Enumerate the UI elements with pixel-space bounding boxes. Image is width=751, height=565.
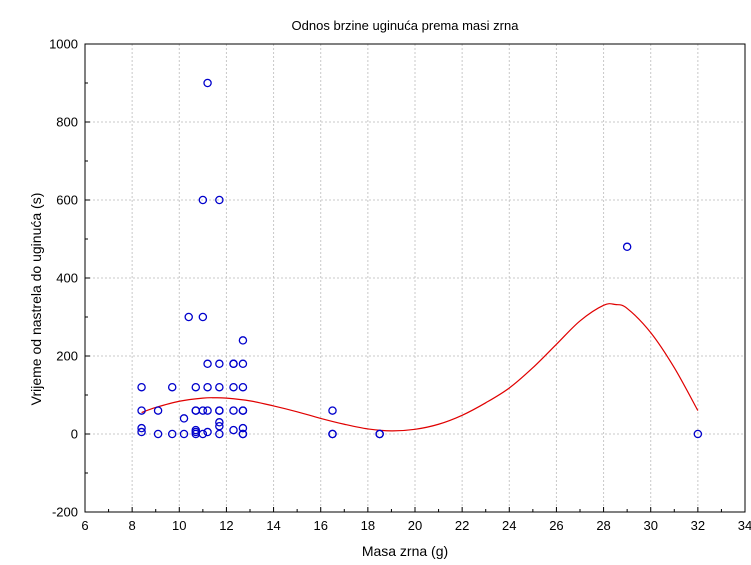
x-tick-label: 34 bbox=[738, 518, 751, 533]
data-point bbox=[215, 418, 224, 427]
data-point bbox=[203, 427, 212, 437]
data-point bbox=[229, 425, 238, 435]
x-tick-label: 16 bbox=[313, 518, 327, 533]
data-point bbox=[328, 406, 337, 415]
x-tick-label: 8 bbox=[129, 518, 136, 533]
x-tick-label: 32 bbox=[691, 518, 705, 533]
data-point bbox=[375, 429, 384, 439]
y-tick-label: 1000 bbox=[49, 37, 78, 52]
x-tick-label: 30 bbox=[643, 518, 657, 533]
data-point bbox=[215, 406, 224, 415]
data-point bbox=[229, 359, 238, 369]
data-point bbox=[167, 429, 177, 439]
data-point bbox=[328, 429, 337, 439]
data-point bbox=[191, 406, 201, 415]
data-point bbox=[238, 429, 248, 439]
x-tick-label: 26 bbox=[549, 518, 563, 533]
x-tick-label: 14 bbox=[266, 518, 280, 533]
y-tick-label: -200 bbox=[52, 505, 78, 520]
y-tick-label: 200 bbox=[56, 349, 78, 364]
x-tick-label: 28 bbox=[596, 518, 610, 533]
data-point bbox=[215, 359, 224, 369]
data-point bbox=[137, 382, 146, 392]
data-point bbox=[184, 312, 193, 322]
data-point bbox=[203, 382, 212, 392]
x-tick-label: 24 bbox=[502, 518, 516, 533]
y-tick-label: 0 bbox=[71, 427, 78, 442]
x-axis-label: Masa zrna (g) bbox=[362, 543, 448, 559]
chart-title: Odnos brzine uginuća prema masi zrna bbox=[292, 18, 520, 33]
data-point bbox=[238, 406, 248, 415]
data-point bbox=[215, 382, 224, 392]
data-point bbox=[203, 359, 212, 369]
data-point bbox=[137, 406, 146, 415]
data-point bbox=[215, 195, 224, 205]
y-tick-label: 600 bbox=[56, 193, 78, 208]
fit-curve bbox=[141, 303, 699, 432]
data-point bbox=[167, 382, 177, 392]
y-tick-label: 400 bbox=[56, 271, 78, 286]
x-tick-label: 18 bbox=[361, 518, 375, 533]
grid bbox=[85, 44, 745, 512]
data-point bbox=[203, 406, 212, 415]
data-point bbox=[229, 406, 238, 415]
data-point bbox=[153, 406, 163, 415]
x-tick-label: 12 bbox=[219, 518, 233, 533]
data-point bbox=[238, 423, 248, 433]
data-point bbox=[198, 195, 208, 205]
data-point bbox=[693, 429, 703, 439]
y-tick-label: 800 bbox=[56, 115, 78, 130]
data-point bbox=[198, 406, 208, 415]
data-point bbox=[137, 427, 146, 437]
y-axis: -200 0 200 400 600 800 1000 bbox=[49, 37, 90, 520]
data-point bbox=[238, 336, 248, 345]
data-point bbox=[198, 429, 208, 439]
x-axis: 6 8 10 12 14 16 18 20 22 24 26 28 30 32 34 bbox=[81, 507, 751, 533]
x-tick-label: 22 bbox=[455, 518, 469, 533]
data-point bbox=[191, 382, 201, 392]
data-point bbox=[238, 382, 248, 392]
data-point bbox=[198, 312, 208, 322]
data-point bbox=[179, 429, 189, 439]
scatter-series bbox=[137, 78, 703, 439]
data-point bbox=[137, 423, 146, 433]
data-point bbox=[153, 429, 163, 439]
data-point bbox=[179, 414, 189, 423]
y-axis-label: Vrijeme od nastrela do uginuća (s) bbox=[28, 193, 44, 406]
x-tick-label: 20 bbox=[408, 518, 422, 533]
x-tick-label: 6 bbox=[81, 518, 88, 533]
data-point bbox=[215, 429, 224, 439]
data-point bbox=[238, 359, 248, 369]
data-point bbox=[203, 78, 212, 88]
x-tick-label: 10 bbox=[172, 518, 186, 533]
data-point bbox=[229, 382, 238, 392]
data-point bbox=[622, 242, 632, 252]
